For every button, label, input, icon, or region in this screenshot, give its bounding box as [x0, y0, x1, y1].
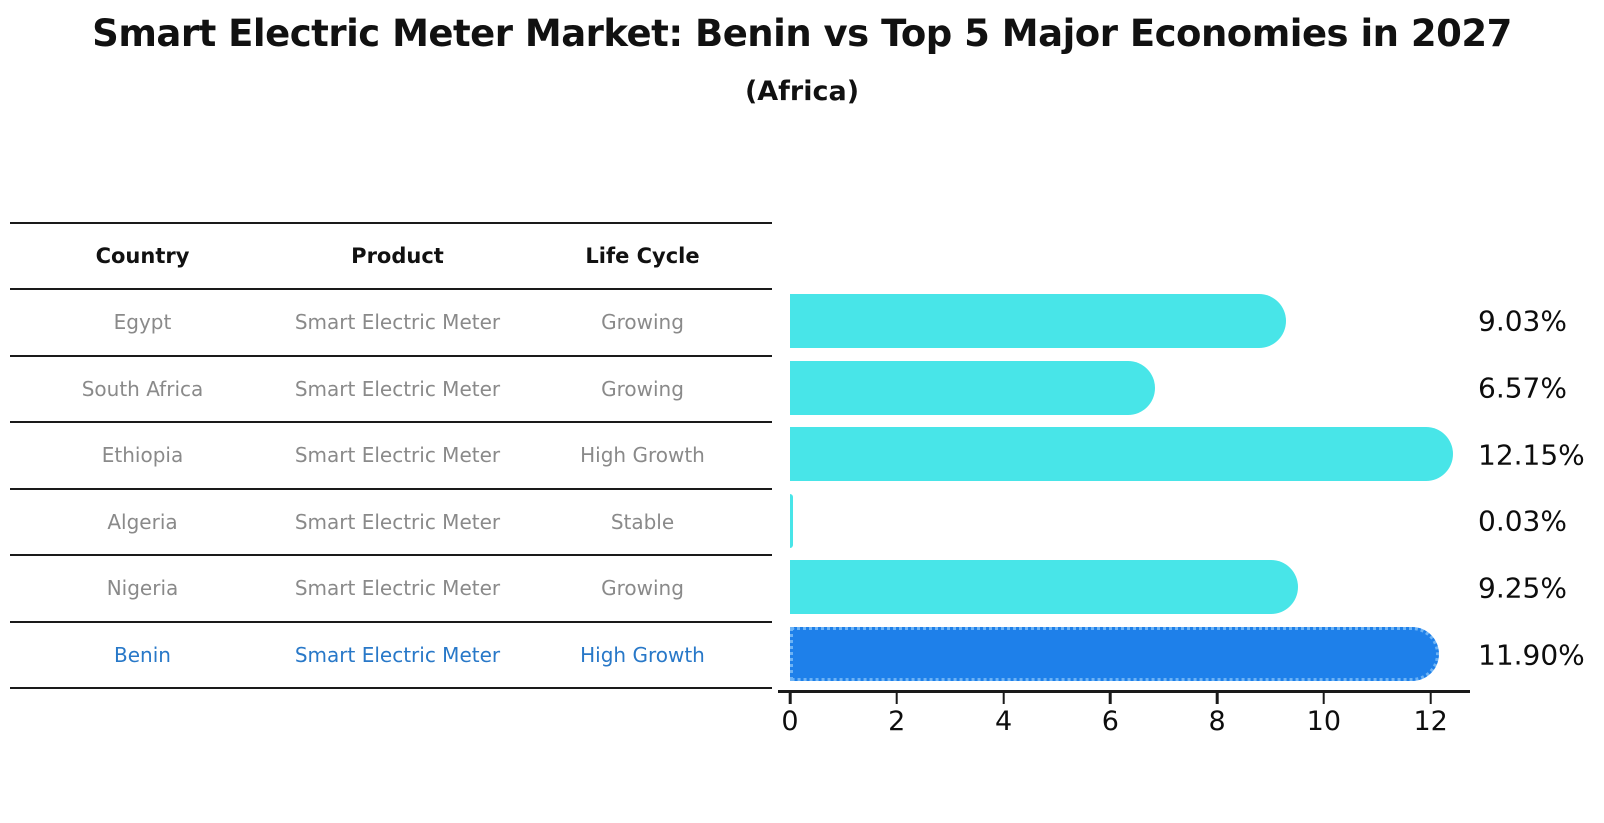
bar-ethiopia [790, 427, 1453, 482]
country-cell: Benin [114, 642, 171, 667]
country-cell: South Africa [81, 376, 204, 401]
product-cell: Smart Electric Meter [294, 576, 501, 601]
life-cycle-cell: Growing [601, 576, 684, 601]
x-axis-tick [895, 692, 899, 704]
x-axis-tick [1429, 692, 1432, 704]
x-axis-line [778, 690, 1470, 693]
bar-row [790, 554, 1468, 621]
bar-row [790, 621, 1468, 688]
bar-plot-area [790, 288, 1468, 688]
column-header-product: Product [351, 244, 444, 268]
country-cell: Algeria [107, 509, 178, 534]
life-cycle-cell: Growing [601, 376, 684, 401]
bar-value-label: 0.03% [1478, 504, 1567, 538]
bar-egypt [790, 294, 1287, 348]
x-axis-tick [788, 692, 792, 704]
bar-benin [790, 627, 1440, 681]
bar-row [790, 355, 1468, 422]
chart-subtitle: (Africa) [744, 76, 860, 107]
bar-value-label: 6.57% [1478, 371, 1567, 405]
country-cell: Nigeria [106, 576, 179, 601]
x-axis-tick-label: 2 [888, 706, 906, 737]
life-cycle-cell: High Growth [580, 642, 705, 667]
table-header-row: Country Product Life Cycle [10, 224, 772, 290]
x-axis-tick [1002, 692, 1005, 704]
x-axis-tick-label: 0 [781, 706, 799, 737]
x-axis-tick [1109, 692, 1112, 704]
bar-value-label: 9.25% [1478, 571, 1567, 605]
table-row: Egypt Smart Electric Meter Growing [10, 290, 772, 357]
product-cell: Smart Electric Meter [294, 509, 501, 534]
country-cell: Egypt [113, 310, 172, 335]
product-cell: Smart Electric Meter [294, 642, 501, 667]
bar-value-label: 9.03% [1478, 304, 1567, 338]
x-axis-tick [1322, 692, 1326, 704]
table-row: Nigeria Smart Electric Meter Growing [10, 556, 772, 623]
life-cycle-cell: Growing [601, 310, 684, 335]
bar-row [790, 421, 1468, 488]
column-header-country: Country [95, 244, 190, 268]
life-cycle-cell: High Growth [580, 443, 705, 468]
product-cell: Smart Electric Meter [294, 310, 501, 335]
x-axis-tick [1215, 692, 1219, 704]
product-cell: Smart Electric Meter [294, 443, 501, 468]
bar-row [790, 288, 1468, 355]
bar-value-label: 12.15% [1478, 438, 1585, 472]
bar-south-africa [790, 360, 1155, 415]
table-row: Algeria Smart Electric Meter Stable [10, 490, 772, 556]
x-axis-tick-label: 6 [1101, 706, 1119, 737]
country-cell: Ethiopia [101, 443, 184, 468]
bar-value-label: 11.90% [1478, 638, 1585, 672]
comparison-table: Country Product Life Cycle Egypt Smart E… [10, 222, 772, 689]
column-header-life-cycle: Life Cycle [585, 244, 700, 268]
x-axis-tick-label: 10 [1306, 706, 1342, 737]
bar-algeria [790, 493, 793, 548]
bar-row [790, 488, 1468, 555]
bar-nigeria [790, 560, 1298, 615]
x-axis-tick-label: 8 [1208, 706, 1226, 737]
table-row: Ethiopia Smart Electric Meter High Growt… [10, 423, 772, 490]
x-axis-tick-label: 12 [1413, 706, 1448, 737]
product-cell: Smart Electric Meter [294, 376, 501, 401]
table-row-benin: Benin Smart Electric Meter High Growth [10, 623, 772, 689]
table-row: South Africa Smart Electric Meter Growin… [10, 357, 772, 423]
x-axis-tick-label: 4 [994, 706, 1013, 737]
chart-title: Smart Electric Meter Market: Benin vs To… [92, 12, 1512, 55]
life-cycle-cell: Stable [610, 509, 675, 534]
